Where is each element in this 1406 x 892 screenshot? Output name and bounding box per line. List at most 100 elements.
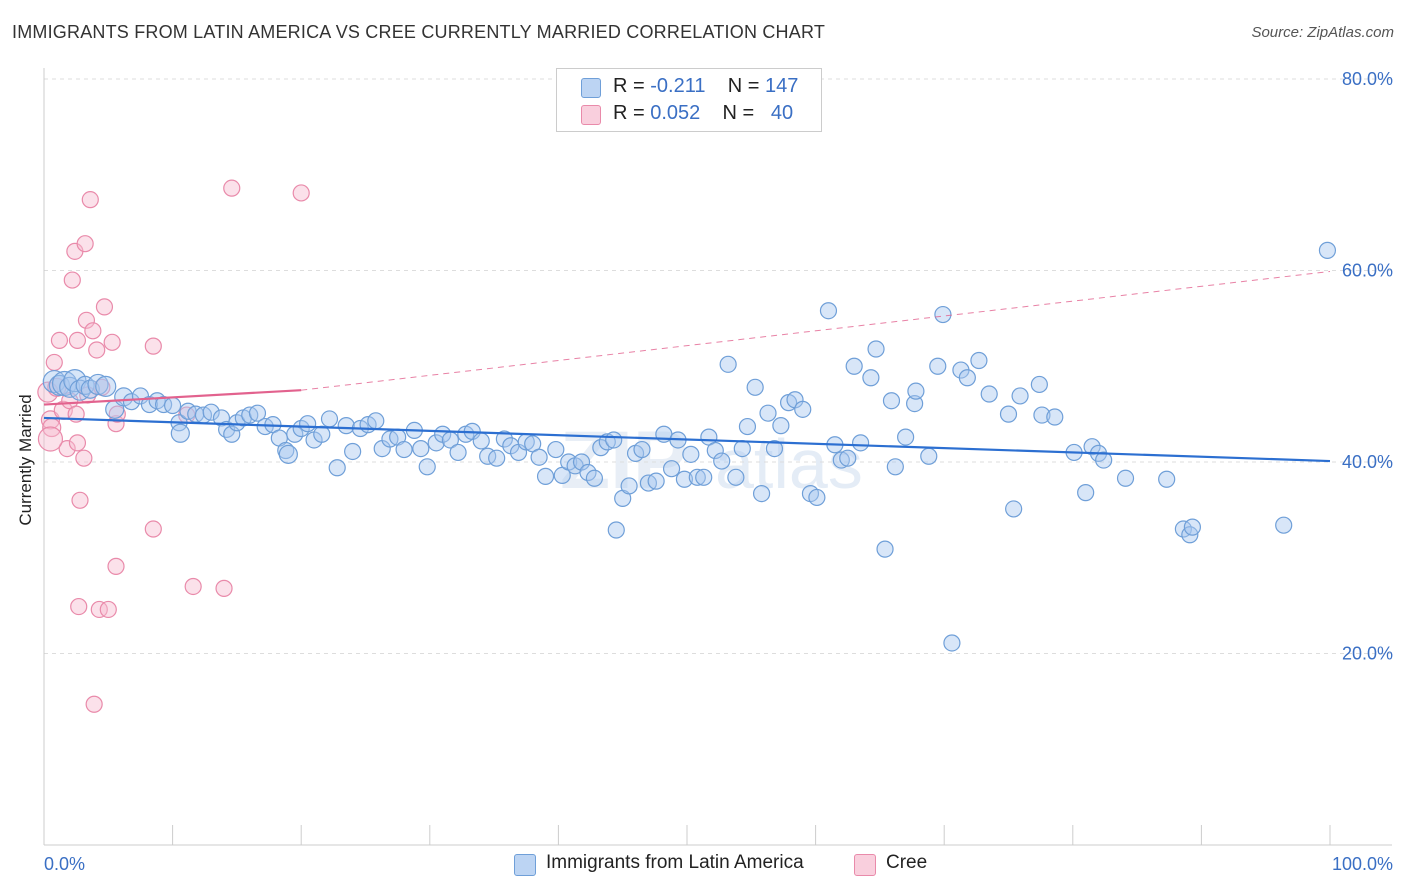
latin-america-point [906, 394, 924, 413]
cree-point [63, 271, 81, 289]
latin-america-point [87, 373, 109, 396]
cree-point [58, 439, 76, 458]
latin-america-point [920, 447, 938, 465]
latin-america-point [647, 472, 665, 490]
latin-america-point [367, 412, 385, 430]
latin-america-point [495, 430, 513, 448]
latin-america-point [95, 375, 117, 397]
latin-america-point [839, 449, 857, 467]
latin-america-point [1275, 516, 1293, 534]
latin-america-point [1183, 518, 1201, 536]
y-tick-label: 80.0% [1342, 69, 1393, 89]
latin-america-point [862, 369, 880, 387]
latin-america-point [1318, 241, 1337, 259]
cree-point [292, 184, 310, 202]
latin-america-point [752, 484, 771, 503]
latin-america-point [727, 468, 745, 486]
cree-point [184, 577, 202, 596]
latin-america-point [202, 403, 220, 421]
cree-point [90, 600, 108, 619]
latin-america-point [733, 439, 751, 458]
cree-point [75, 449, 93, 467]
cree-point [85, 695, 103, 713]
latin-america-point [746, 378, 764, 396]
latin-america-point [395, 440, 413, 459]
latin-america-point [170, 423, 190, 443]
latin-america-point [867, 340, 885, 358]
latin-america-point [418, 458, 436, 476]
latin-america-point [695, 468, 713, 486]
latin-america-point [1077, 484, 1095, 502]
bottom-legend-swatch-pink [854, 854, 876, 876]
bottom-legend-label: Immigrants from Latin America [546, 852, 804, 873]
latin-america-point [943, 634, 961, 652]
latin-america-point [344, 442, 362, 461]
latin-america-point [299, 415, 317, 433]
latin-america-point [772, 417, 790, 435]
latin-america-point [536, 467, 555, 485]
latin-america-point [819, 302, 838, 320]
latin-america-point [1158, 470, 1176, 488]
latin-america-points [42, 241, 1337, 652]
cree-point [40, 410, 61, 430]
latin-america-point [412, 439, 430, 458]
cree-point [223, 179, 241, 197]
y-tick-label: 20.0% [1342, 644, 1393, 664]
latin-america-point [337, 417, 355, 435]
chart-title: IMMIGRANTS FROM LATIN AMERICA VS CREE CU… [12, 22, 826, 42]
latin-america-point [472, 432, 490, 450]
legend-n-label: N = [722, 102, 755, 124]
latin-america-point [63, 369, 87, 393]
y-tick-label: 40.0% [1342, 452, 1393, 472]
stats-legend: R = -0.211 N = 147 R = 0.052 N = 40 [556, 68, 822, 132]
latin-america-point [1083, 438, 1101, 456]
latin-america-point [607, 521, 625, 539]
cree-point [103, 333, 121, 351]
cree-point [77, 311, 96, 329]
latin-america-trend-line [43, 416, 1331, 463]
latin-america-point [852, 434, 870, 452]
latin-america-point [572, 453, 591, 471]
cree-points [37, 179, 310, 713]
latin-america-point [886, 458, 904, 476]
latin-america-point [1011, 387, 1029, 405]
latin-america-point [929, 357, 947, 375]
latin-america-point [248, 404, 267, 422]
latin-america-point [320, 410, 339, 428]
cree-point [68, 434, 87, 452]
latin-america-point [675, 470, 694, 488]
bottom-legend-swatch-blue [514, 854, 536, 876]
latin-america-point [759, 404, 777, 422]
x-tick-label: 100.0% [1332, 854, 1393, 874]
latin-america-point [605, 431, 623, 449]
latin-america-point [585, 469, 604, 487]
latin-america-point [980, 385, 998, 403]
latin-america-point [154, 395, 173, 414]
legend-swatch-pink [581, 105, 601, 125]
cree-point [37, 426, 64, 452]
latin-america-point [427, 434, 445, 452]
latin-america-point [1116, 469, 1135, 487]
latin-america-point [832, 451, 850, 469]
latin-america-point [794, 400, 812, 418]
latin-america-point [688, 468, 706, 486]
latin-america-point [278, 444, 298, 464]
latin-america-point [328, 459, 346, 477]
cree-point [71, 491, 89, 509]
latin-america-point [620, 477, 638, 495]
latin-america-point [808, 488, 826, 507]
latin-america-point [122, 393, 141, 411]
cree-point [215, 579, 233, 597]
bottom-legend-label: Cree [886, 852, 928, 873]
latin-america-point [706, 441, 724, 460]
latin-america-point [882, 392, 901, 410]
latin-america-point [662, 460, 681, 478]
cree-point [45, 353, 63, 372]
latin-america-point [313, 425, 331, 443]
latin-america-point [958, 369, 976, 387]
latin-america-point [934, 305, 952, 324]
grid [44, 78, 1392, 654]
cree-trend-extension [301, 270, 1331, 391]
latin-america-point [682, 445, 700, 463]
